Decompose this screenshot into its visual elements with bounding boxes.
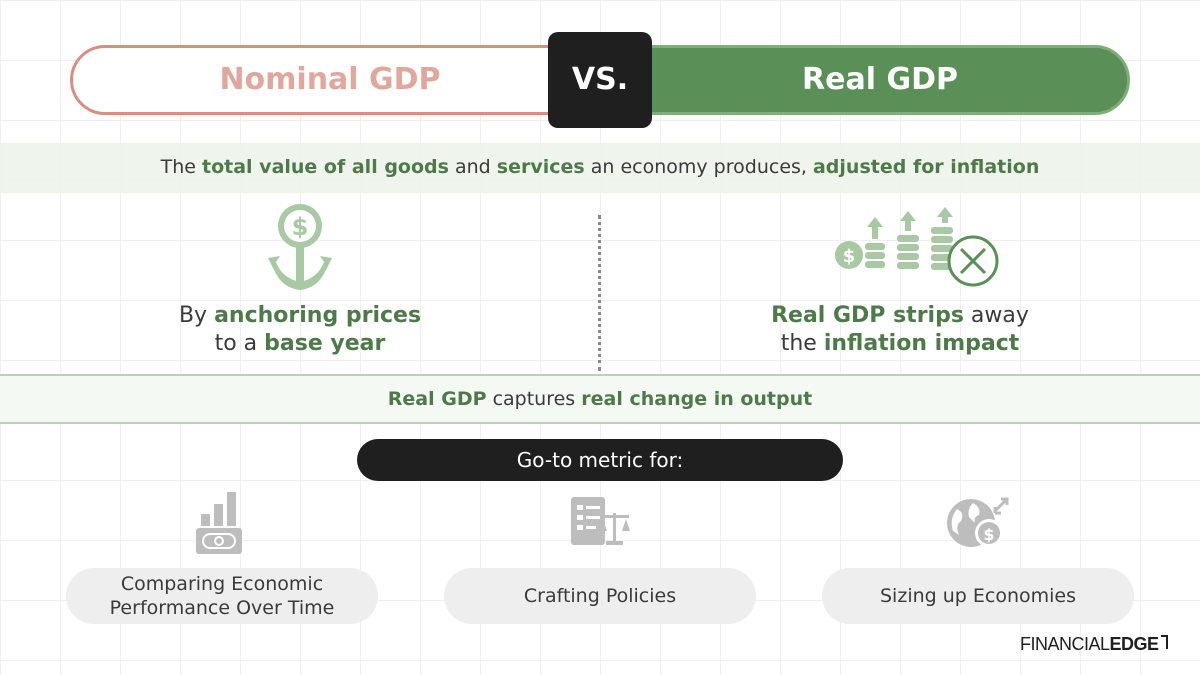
capture-band xyxy=(0,374,1200,424)
nominal-gdp-pill xyxy=(70,45,590,115)
anchor-dollar-icon: $ xyxy=(268,204,332,290)
vs-label: VS. xyxy=(571,62,629,97)
metric-label-comparing: Comparing Economic Performance Over Time xyxy=(66,572,378,620)
goto-metric-pill xyxy=(357,439,843,481)
anchoring-line-1: By anchoring prices xyxy=(120,302,480,330)
text-highlight: real change in output xyxy=(581,388,813,410)
definition-part: an economy produces, xyxy=(584,156,813,178)
text-part: to a xyxy=(214,331,265,356)
inflation-removed-icon: $ xyxy=(835,207,999,287)
metric-label-policies: Crafting Policies xyxy=(523,585,677,607)
definition-text: The total value of all goods and service… xyxy=(0,152,1200,182)
text-part: away xyxy=(963,303,1029,328)
globe-money-icon: $ xyxy=(947,497,1009,547)
text-part: the xyxy=(780,331,824,356)
financial-edge-logo: FINANCIALEDGE xyxy=(1020,634,1190,658)
policy-document-scale-icon xyxy=(571,497,630,545)
strips-line-2: the inflation impact xyxy=(720,330,1080,358)
logo-part: FINANCIAL xyxy=(1020,634,1110,654)
real-gdp-label: Real GDP xyxy=(802,62,958,97)
bar-chart-money-icon xyxy=(196,492,242,554)
svg-text:$: $ xyxy=(843,246,856,267)
text-highlight: base year xyxy=(264,331,386,356)
text-highlight: Real GDP xyxy=(387,388,487,410)
definition-highlight: total value of all goods xyxy=(202,156,449,178)
goto-metric-label: Go-to metric for: xyxy=(516,448,684,472)
metric-pill-comparing xyxy=(66,568,378,624)
capture-text: Real GDP captures real change in output xyxy=(0,384,1200,414)
svg-text:$: $ xyxy=(983,525,994,544)
text-highlight: inflation impact xyxy=(823,331,1020,356)
metric-pill-sizing xyxy=(822,568,1134,624)
definition-band xyxy=(0,143,1200,193)
logo-part: EDGE xyxy=(1109,634,1160,654)
definition-highlight: services xyxy=(496,156,585,178)
nominal-gdp-label: Nominal GDP xyxy=(219,62,441,97)
anchoring-line-2: to a base year xyxy=(120,330,480,358)
real-gdp-pill xyxy=(610,45,1130,115)
vs-box xyxy=(548,32,652,128)
metric-pill-policies xyxy=(444,568,756,624)
definition-part: and xyxy=(448,156,497,178)
strips-inflation-text: Real GDP strips away the inflation impac… xyxy=(720,302,1080,358)
logo-bracket-icon xyxy=(1160,635,1168,649)
metric-line: Performance Over Time xyxy=(109,597,335,619)
svg-text:$: $ xyxy=(292,213,309,241)
text-part: By xyxy=(178,303,215,328)
strips-line-1: Real GDP strips away xyxy=(720,302,1080,330)
dotted-divider xyxy=(598,215,601,371)
definition-part: The xyxy=(160,156,203,178)
anchoring-text: By anchoring prices to a base year xyxy=(120,302,480,358)
text-highlight: anchoring prices xyxy=(214,303,422,328)
text-part: captures xyxy=(486,388,582,410)
definition-highlight: adjusted for inflation xyxy=(812,156,1040,178)
text-highlight: Real GDP strips xyxy=(771,303,964,328)
metric-label-sizing: Sizing up Economies xyxy=(880,585,1076,607)
metric-line: Comparing Economic xyxy=(120,573,324,595)
